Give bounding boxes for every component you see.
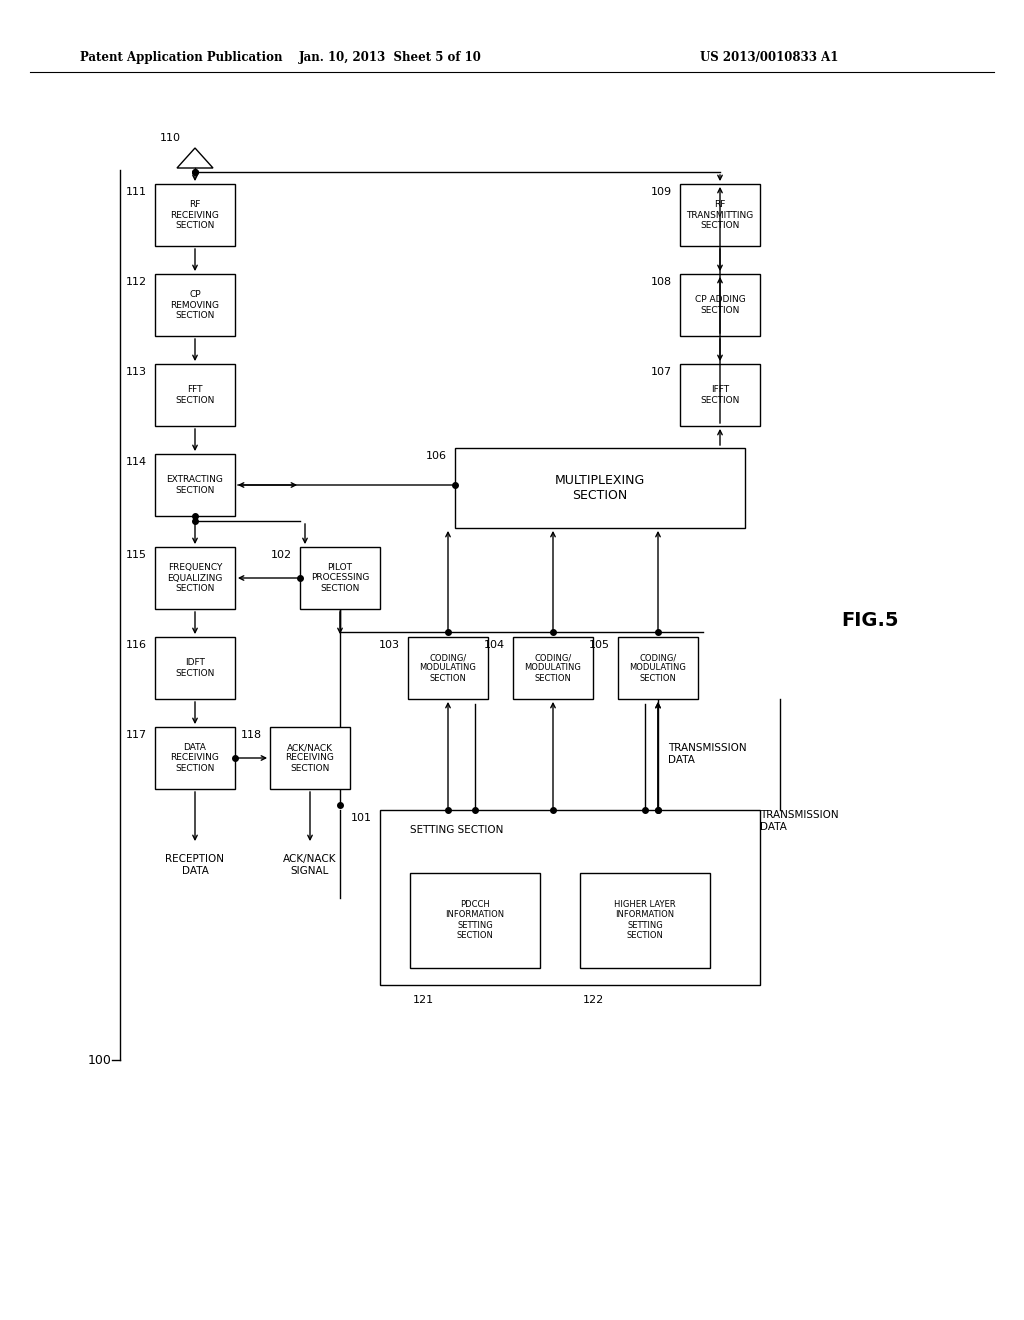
Text: PILOT
PROCESSING
SECTION: PILOT PROCESSING SECTION bbox=[311, 564, 370, 593]
Text: 111: 111 bbox=[126, 187, 147, 197]
Text: ACK/NACK
RECEIVING
SECTION: ACK/NACK RECEIVING SECTION bbox=[286, 743, 335, 774]
Bar bbox=[618, 638, 698, 700]
Bar bbox=[680, 183, 760, 246]
Text: 103: 103 bbox=[379, 640, 400, 649]
Bar bbox=[155, 546, 234, 609]
Text: 121: 121 bbox=[413, 995, 434, 1005]
Text: 109: 109 bbox=[651, 187, 672, 197]
Text: 113: 113 bbox=[126, 367, 147, 378]
Text: 108: 108 bbox=[651, 277, 672, 286]
Text: ACK/NACK
SIGNAL: ACK/NACK SIGNAL bbox=[284, 854, 337, 875]
Text: 117: 117 bbox=[126, 730, 147, 741]
Text: CODING/
MODULATING
SECTION: CODING/ MODULATING SECTION bbox=[630, 653, 686, 682]
Text: 110: 110 bbox=[160, 133, 180, 143]
Bar bbox=[155, 727, 234, 789]
Text: FREQUENCY
EQUALIZING
SECTION: FREQUENCY EQUALIZING SECTION bbox=[167, 564, 222, 593]
Bar bbox=[513, 638, 593, 700]
Text: 116: 116 bbox=[126, 640, 147, 649]
Text: CODING/
MODULATING
SECTION: CODING/ MODULATING SECTION bbox=[524, 653, 582, 682]
Bar bbox=[680, 364, 760, 426]
Text: FFT
SECTION: FFT SECTION bbox=[175, 385, 215, 405]
Text: CP
REMOVING
SECTION: CP REMOVING SECTION bbox=[171, 290, 219, 319]
Bar bbox=[270, 727, 350, 789]
Text: 122: 122 bbox=[583, 995, 604, 1005]
Text: EXTRACTING
SECTION: EXTRACTING SECTION bbox=[167, 475, 223, 495]
Bar bbox=[155, 364, 234, 426]
Text: 107: 107 bbox=[651, 367, 672, 378]
Text: IDFT
SECTION: IDFT SECTION bbox=[175, 659, 215, 677]
Bar bbox=[300, 546, 380, 609]
Bar bbox=[455, 447, 745, 528]
Text: 106: 106 bbox=[426, 451, 447, 461]
Text: DATA
RECEIVING
SECTION: DATA RECEIVING SECTION bbox=[171, 743, 219, 774]
Text: TRANSMISSION
DATA: TRANSMISSION DATA bbox=[760, 810, 839, 832]
Text: IFFT
SECTION: IFFT SECTION bbox=[700, 385, 739, 405]
Bar bbox=[680, 275, 760, 337]
Text: Jan. 10, 2013  Sheet 5 of 10: Jan. 10, 2013 Sheet 5 of 10 bbox=[299, 51, 481, 65]
Text: PDCCH
INFORMATION
SETTING
SECTION: PDCCH INFORMATION SETTING SECTION bbox=[445, 900, 505, 940]
Bar bbox=[155, 638, 234, 700]
Text: 101: 101 bbox=[351, 813, 372, 822]
Text: RF
RECEIVING
SECTION: RF RECEIVING SECTION bbox=[171, 201, 219, 230]
Text: US 2013/0010833 A1: US 2013/0010833 A1 bbox=[700, 51, 839, 65]
Text: 114: 114 bbox=[126, 457, 147, 467]
Bar bbox=[410, 873, 540, 968]
Text: MULTIPLEXING
SECTION: MULTIPLEXING SECTION bbox=[555, 474, 645, 502]
Text: SETTING SECTION: SETTING SECTION bbox=[410, 825, 504, 836]
Text: 102: 102 bbox=[271, 550, 292, 560]
Bar bbox=[580, 873, 710, 968]
Text: RECEPTION
DATA: RECEPTION DATA bbox=[166, 854, 224, 875]
Text: 112: 112 bbox=[126, 277, 147, 286]
Text: CP ADDING
SECTION: CP ADDING SECTION bbox=[694, 296, 745, 314]
Text: TRANSMISSION
DATA: TRANSMISSION DATA bbox=[668, 743, 746, 764]
Text: 104: 104 bbox=[484, 640, 505, 649]
Text: 100: 100 bbox=[88, 1053, 112, 1067]
Text: CODING/
MODULATING
SECTION: CODING/ MODULATING SECTION bbox=[420, 653, 476, 682]
Text: RF
TRANSMITTING
SECTION: RF TRANSMITTING SECTION bbox=[686, 201, 754, 230]
Bar bbox=[155, 275, 234, 337]
Text: 105: 105 bbox=[589, 640, 610, 649]
Bar bbox=[155, 183, 234, 246]
Text: HIGHER LAYER
INFORMATION
SETTING
SECTION: HIGHER LAYER INFORMATION SETTING SECTION bbox=[614, 900, 676, 940]
Bar bbox=[408, 638, 488, 700]
Text: 115: 115 bbox=[126, 550, 147, 560]
Text: FIG.5: FIG.5 bbox=[842, 610, 899, 630]
Text: 118: 118 bbox=[241, 730, 262, 741]
Text: Patent Application Publication: Patent Application Publication bbox=[80, 51, 283, 65]
Bar bbox=[380, 810, 760, 985]
Bar bbox=[155, 454, 234, 516]
